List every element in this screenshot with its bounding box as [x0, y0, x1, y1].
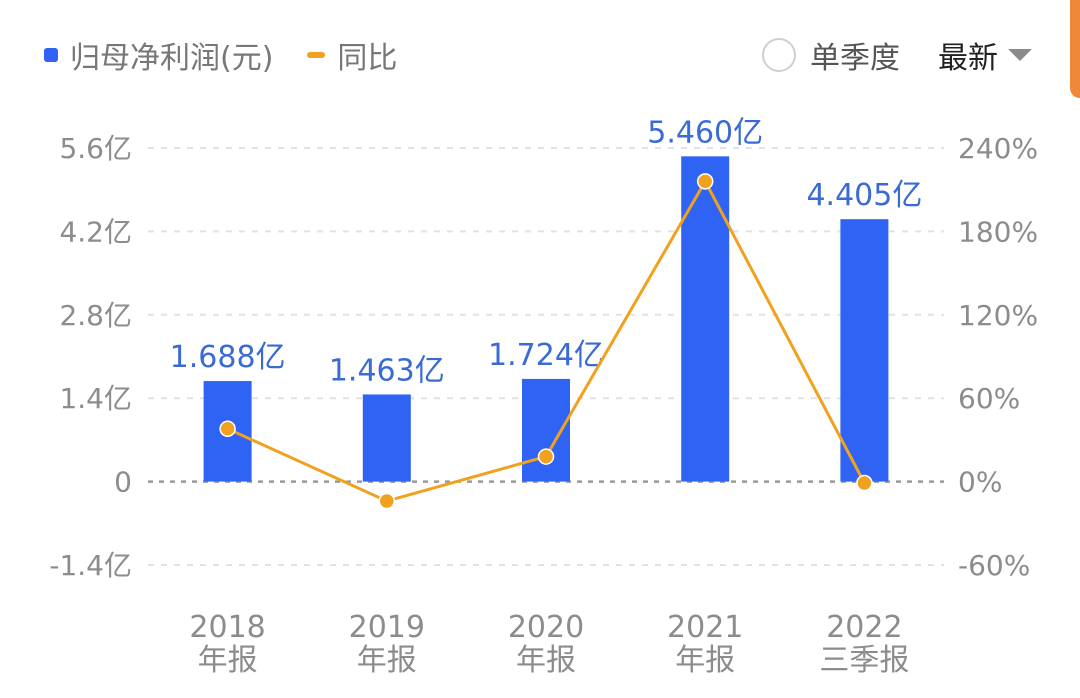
right-tick-label: 120%	[958, 299, 1038, 332]
legend-line-swatch	[307, 52, 326, 58]
bar-data-label: 5.460亿	[647, 115, 763, 150]
bar	[362, 394, 411, 482]
chevron-down-icon	[1008, 49, 1032, 61]
bar	[681, 156, 730, 482]
scrollbar[interactable]	[1070, 0, 1080, 98]
legend-bar-swatch	[44, 48, 58, 62]
x-tick-label: 2022	[826, 610, 902, 645]
bar-data-label: 1.463亿	[329, 353, 445, 388]
x-tick-label: 2020	[508, 610, 584, 645]
yoy-point	[378, 492, 396, 510]
right-tick-label: 60%	[958, 382, 1020, 415]
right-tick-label: 0%	[958, 466, 1002, 499]
left-tick-label: 5.6亿	[59, 132, 132, 165]
right-tick-label: -60%	[958, 549, 1030, 582]
yoy-point	[696, 173, 714, 190]
x-tick-label: 2019	[349, 610, 425, 645]
left-tick-label: 1.4亿	[59, 382, 132, 415]
yoy-point	[219, 420, 236, 438]
x-tick-label: 三季报	[819, 643, 909, 678]
left-tick-label: 0	[114, 466, 132, 499]
bar-data-label: 1.688亿	[170, 340, 286, 375]
legend-item-yoy[interactable]: 同比	[307, 33, 397, 77]
x-tick-label: 年报	[675, 643, 735, 678]
bar-data-label: 4.405亿	[806, 178, 922, 213]
left-tick-label: 4.2亿	[59, 215, 132, 248]
left-tick-label: -1.4亿	[49, 549, 132, 582]
legend: 归母净利润(元) 同比	[44, 30, 431, 80]
bar-data-label: 1.724亿	[488, 338, 604, 373]
x-tick-label: 年报	[198, 643, 258, 678]
period-dropdown[interactable]: 最新	[938, 33, 1032, 77]
quarterly-label[interactable]: 单季度	[810, 41, 900, 76]
legend-yoy-label: 同比	[337, 41, 398, 76]
x-tick-label: 年报	[516, 643, 576, 678]
x-tick-label: 年报	[357, 643, 417, 678]
chart-controls: 单季度 最新	[762, 30, 1032, 80]
period-dropdown-label: 最新	[938, 41, 998, 76]
legend-item-net-profit[interactable]: 归母净利润(元)	[44, 33, 273, 77]
x-tick-label: 2018	[189, 610, 265, 645]
right-tick-label: 180%	[958, 215, 1038, 248]
right-tick-label: 240%	[958, 132, 1038, 165]
yoy-point	[537, 448, 555, 465]
left-tick-label: 2.8亿	[59, 299, 132, 332]
yoy-point	[856, 474, 873, 492]
quarterly-radio[interactable]	[762, 38, 796, 72]
bar	[840, 219, 889, 482]
legend-net-profit-label: 归母净利润(元)	[70, 41, 274, 76]
x-tick-label: 2021	[667, 610, 743, 645]
